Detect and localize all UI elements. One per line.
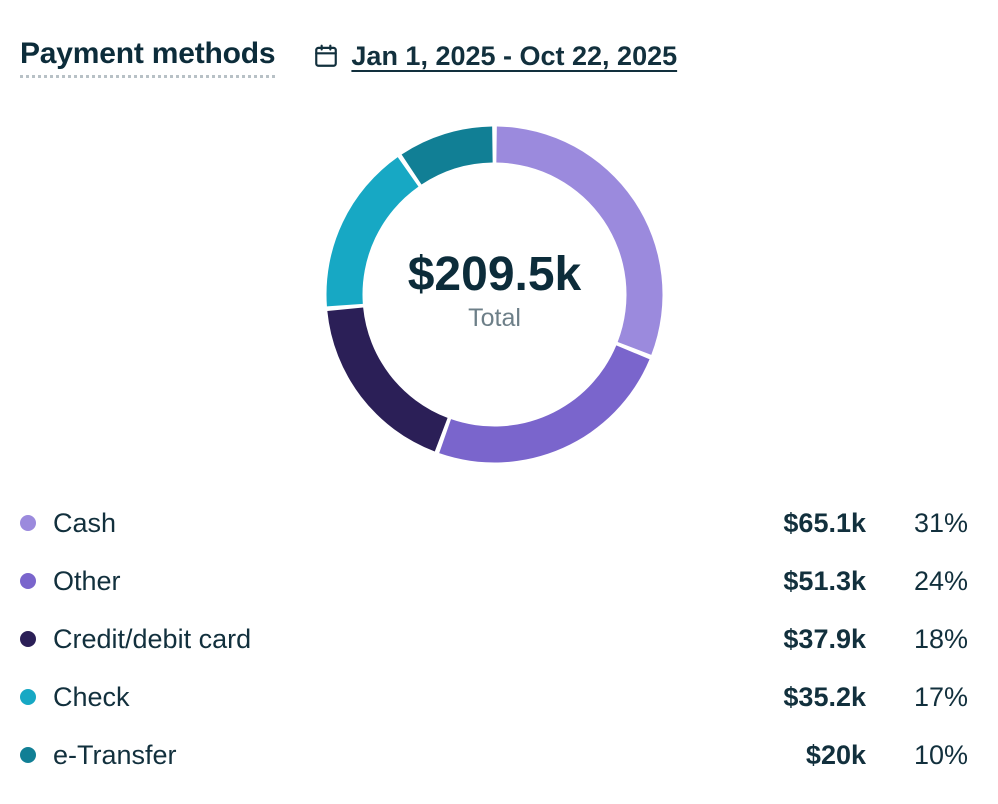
legend-row-e-transfer: e-Transfer $20k 10% xyxy=(20,726,968,784)
date-range-picker[interactable]: Jan 1, 2025 - Oct 22, 2025 xyxy=(313,41,677,72)
date-range-label: Jan 1, 2025 - Oct 22, 2025 xyxy=(351,40,678,71)
legend-dot xyxy=(20,515,36,531)
legend-dot xyxy=(20,573,36,589)
legend-label: Check xyxy=(53,681,130,712)
legend-row-credit-debit-card: Credit/debit card $37.9k 18% xyxy=(20,610,968,668)
legend-label: Credit/debit card xyxy=(53,623,252,654)
donut-slice-cash[interactable] xyxy=(496,126,663,355)
legend-dot xyxy=(20,689,36,705)
donut-slice-check[interactable] xyxy=(326,157,419,307)
legend-percent: 17% xyxy=(913,681,968,712)
legend-value: $20k xyxy=(805,739,866,770)
legend: Cash $65.1k 31% Other $51.3k 24% Credit/debit … xyxy=(20,494,968,784)
legend-percent: 10% xyxy=(913,739,968,770)
legend-label: e-Transfer xyxy=(53,739,177,770)
donut-svg xyxy=(326,126,663,463)
calendar-icon xyxy=(315,44,338,67)
legend-value: $35.2k xyxy=(783,681,866,712)
legend-value: $65.1k xyxy=(783,507,866,538)
donut-chart: $209.5k Total xyxy=(323,123,666,466)
legend-value: $51.3k xyxy=(783,565,866,596)
legend-label: Other xyxy=(53,565,121,596)
donut-slice-other[interactable] xyxy=(439,345,650,463)
legend-percent: 18% xyxy=(913,623,968,654)
page-title[interactable]: Payment methods xyxy=(20,34,276,78)
donut-slice-credit-debit-card[interactable] xyxy=(327,307,448,452)
legend-label: Cash xyxy=(53,507,117,538)
header: Payment methods Jan 1, 2025 - Oct 22, 20… xyxy=(20,34,677,78)
legend-value: $37.9k xyxy=(783,623,866,654)
legend-dot xyxy=(20,631,36,647)
legend-percent: 31% xyxy=(913,507,968,538)
legend-row-cash: Cash $65.1k 31% xyxy=(20,494,968,552)
legend-row-check: Check $35.2k 17% xyxy=(20,668,968,726)
legend-row-other: Other $51.3k 24% xyxy=(20,552,968,610)
legend-percent: 24% xyxy=(913,565,968,596)
donut-slice-e-transfer[interactable] xyxy=(401,126,493,185)
legend-dot xyxy=(20,747,36,763)
